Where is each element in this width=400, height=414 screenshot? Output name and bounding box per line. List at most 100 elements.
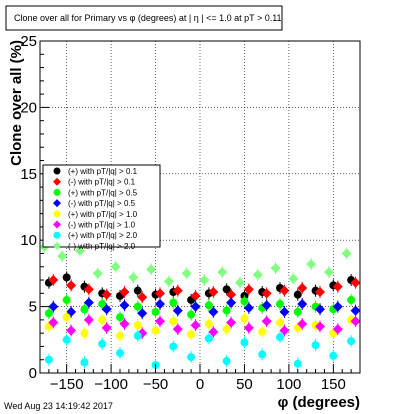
data-point bbox=[350, 277, 361, 288]
x-tick-label: 0 bbox=[196, 376, 204, 393]
x-axis-title: φ (degrees) bbox=[278, 394, 360, 411]
legend-label: (-) with pT/|q| > 0.5 bbox=[68, 199, 136, 208]
chart-title: Clone over all for Primary vs φ (degrees… bbox=[14, 13, 282, 23]
data-point bbox=[208, 286, 219, 297]
data-point bbox=[66, 280, 77, 291]
data-point bbox=[187, 330, 196, 339]
data-point bbox=[119, 318, 130, 329]
legend-label: (+) with pT/|q| > 0.1 bbox=[68, 167, 138, 176]
data-point bbox=[258, 350, 267, 359]
data-point bbox=[48, 275, 59, 286]
legend: (+) with pT/|q| > 0.1 (-) with pT/|q| > 0… bbox=[42, 164, 161, 251]
x-tick-label: 50 bbox=[236, 376, 253, 393]
data-point bbox=[350, 316, 361, 327]
data-point bbox=[222, 357, 231, 366]
legend-marker bbox=[53, 231, 61, 239]
legend-label: (-) with pT/|q| > 0.1 bbox=[68, 178, 136, 187]
legend-label: (-) with pT/|q| > 2.0 bbox=[68, 242, 136, 251]
data-point bbox=[80, 329, 89, 338]
ticks-layer: −150 −100 −50 0 50 100 150 0 5 10 15 20 25 bbox=[20, 33, 352, 393]
data-point bbox=[279, 325, 290, 336]
data-point bbox=[323, 267, 334, 278]
data-point bbox=[347, 295, 356, 304]
legend-item: (-) with pT/|q| > 0.1 bbox=[53, 177, 136, 187]
legend-item: (-) with pT/|q| > 1.0 bbox=[53, 220, 136, 230]
data-point bbox=[332, 281, 343, 292]
y-tick-label: 15 bbox=[20, 166, 37, 183]
series-4 bbox=[48, 296, 361, 320]
data-point bbox=[110, 261, 121, 272]
data-point bbox=[116, 331, 124, 340]
data-point bbox=[119, 286, 130, 297]
data-point bbox=[329, 351, 338, 360]
data-point bbox=[279, 306, 290, 317]
data-point bbox=[155, 298, 165, 309]
data-point bbox=[204, 334, 213, 343]
data-point bbox=[270, 263, 281, 274]
legend-marker bbox=[53, 210, 61, 218]
data-point bbox=[137, 308, 148, 319]
data-point bbox=[62, 295, 71, 304]
data-point bbox=[315, 304, 325, 315]
legend-item: (-) with pT/|q| > 2.0 bbox=[53, 241, 136, 251]
x-tick-label: −100 bbox=[94, 376, 128, 393]
data-point bbox=[315, 286, 325, 297]
data-point bbox=[146, 264, 157, 275]
data-point bbox=[288, 273, 299, 284]
data-point bbox=[332, 301, 343, 312]
x-tick-label: 100 bbox=[276, 376, 301, 393]
data-point bbox=[44, 355, 53, 364]
data-point bbox=[226, 289, 237, 300]
data-point bbox=[155, 316, 165, 327]
data-point bbox=[44, 309, 53, 318]
series-6 bbox=[48, 313, 361, 340]
data-point bbox=[297, 298, 308, 309]
y-tick-label: 0 bbox=[29, 365, 37, 382]
data-point bbox=[332, 324, 343, 335]
data-point bbox=[243, 322, 254, 333]
legend-marker bbox=[53, 177, 61, 186]
data-point bbox=[80, 358, 89, 367]
data-point bbox=[261, 316, 272, 327]
data-point bbox=[240, 338, 249, 347]
data-point bbox=[226, 297, 237, 308]
data-point bbox=[80, 305, 89, 314]
y-tick-label: 20 bbox=[20, 99, 37, 116]
data-point bbox=[75, 245, 85, 256]
legend-label: (+) with pT/|q| > 2.0 bbox=[68, 231, 138, 240]
data-point bbox=[341, 248, 352, 259]
data-point bbox=[133, 302, 142, 311]
data-point bbox=[133, 286, 142, 295]
data-point bbox=[133, 331, 142, 340]
legend-item: (+) with pT/|q| > 2.0 bbox=[53, 231, 138, 240]
legend-marker bbox=[53, 220, 61, 229]
data-point bbox=[222, 325, 231, 334]
legend-item: (+) with pT/|q| > 0.5 bbox=[53, 188, 138, 197]
y-tick-label: 25 bbox=[20, 33, 37, 50]
data-point bbox=[187, 353, 196, 362]
data-point bbox=[98, 339, 107, 348]
data-point bbox=[66, 325, 77, 336]
data-point bbox=[293, 307, 302, 316]
data-point bbox=[101, 304, 112, 315]
data-point bbox=[169, 317, 178, 326]
data-point bbox=[276, 318, 284, 327]
data-point bbox=[222, 306, 231, 315]
legend-item: (-) with pT/|q| > 0.5 bbox=[53, 199, 136, 208]
data-point bbox=[350, 305, 361, 316]
data-point bbox=[311, 341, 320, 350]
data-point bbox=[181, 268, 192, 279]
data-point bbox=[190, 290, 201, 301]
data-point bbox=[101, 322, 112, 333]
x-tick-label: −150 bbox=[50, 376, 84, 393]
data-point bbox=[151, 307, 160, 316]
data-point bbox=[83, 297, 94, 308]
data-point bbox=[347, 337, 356, 346]
timestamp: Wed Aug 23 14:19:42 2017 bbox=[4, 401, 113, 411]
legend-label: (+) with pT/|q| > 1.0 bbox=[68, 210, 138, 219]
data-point bbox=[252, 269, 263, 280]
data-point bbox=[187, 310, 196, 319]
series-7 bbox=[44, 329, 356, 372]
legend-marker bbox=[53, 199, 61, 208]
data-point bbox=[235, 277, 245, 288]
